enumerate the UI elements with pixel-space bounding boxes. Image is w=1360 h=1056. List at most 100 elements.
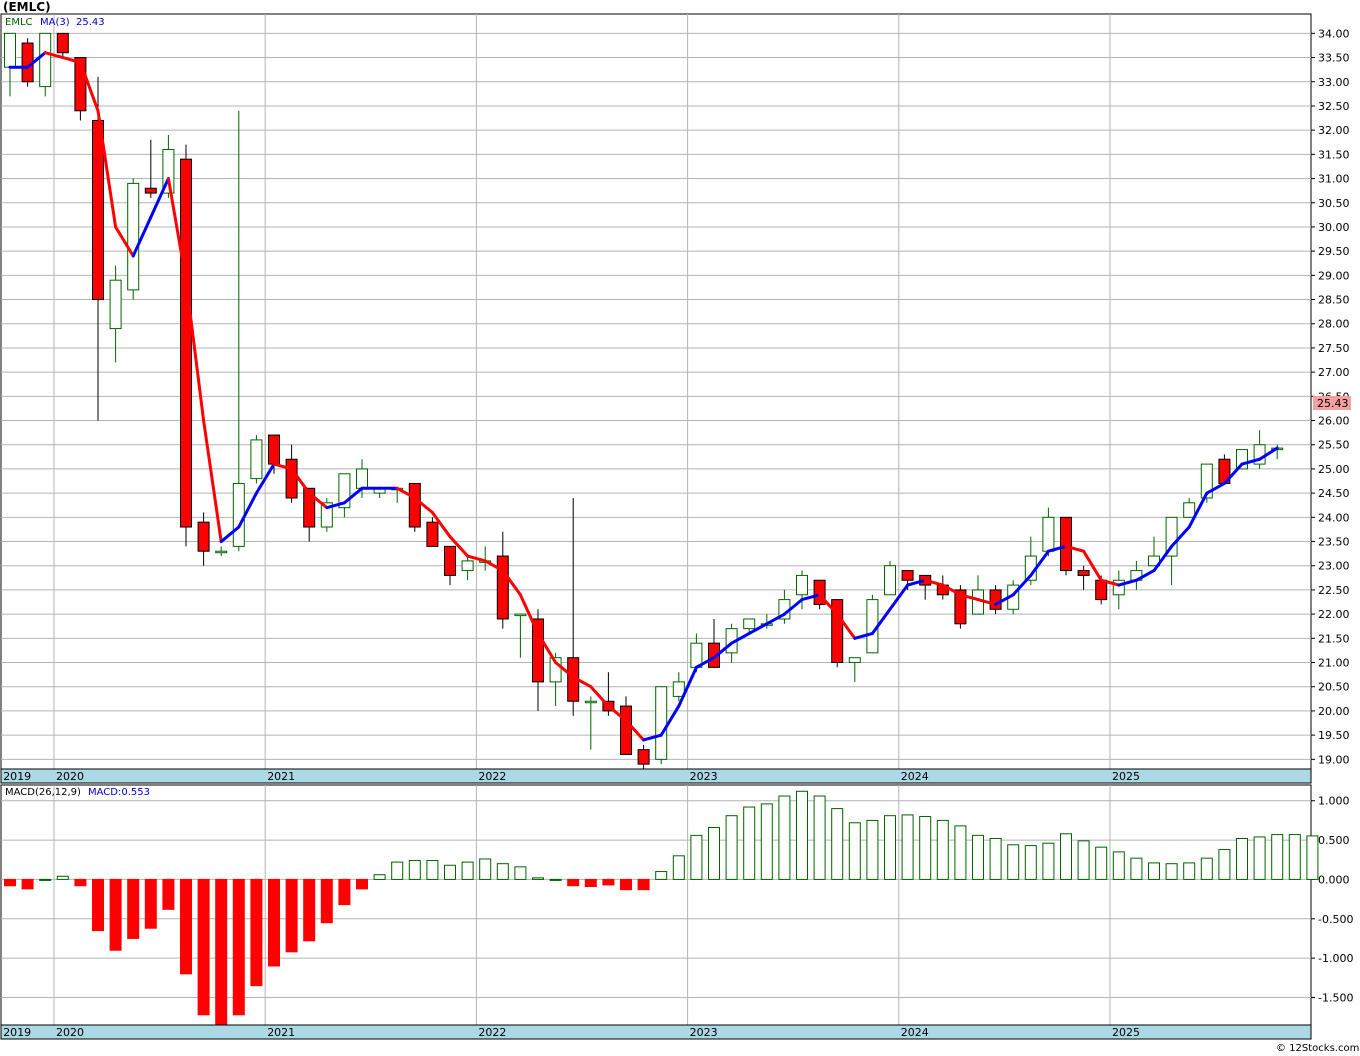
ma-segment <box>237 491 258 529</box>
ma-segment <box>518 593 540 635</box>
ma-segment <box>1205 481 1226 495</box>
candle-body <box>56 32 69 54</box>
ma-segment <box>1222 462 1244 485</box>
price-tick-label: 20.00 <box>1318 705 1350 718</box>
macd-bar <box>1236 838 1248 880</box>
macd-bar <box>426 860 439 880</box>
macd-bar <box>919 815 932 880</box>
last-price-tag-text: 25.43 <box>1317 397 1349 410</box>
year-label: 2024 <box>901 1026 929 1039</box>
macd-bar <box>1148 862 1160 880</box>
candles <box>4 32 1284 769</box>
price-axis: 19.00 19.50 20.00 20.50 21.00 21.50 22.00 22.50… <box>1311 27 1350 766</box>
candle-body <box>39 32 52 88</box>
candle-body <box>1060 516 1072 572</box>
price-tick-label: 26.00 <box>1318 415 1350 428</box>
ma-segment <box>61 56 82 64</box>
price-tick-label: 30.00 <box>1318 221 1350 234</box>
price-tick-label: 31.00 <box>1318 173 1350 186</box>
macd-bar <box>972 834 984 880</box>
macd-bar <box>760 803 773 880</box>
ma-segment <box>430 510 452 539</box>
macd-bar <box>1288 834 1301 880</box>
macd-bar <box>778 795 791 880</box>
price-panel: 19.00 19.50 20.00 20.50 21.00 21.50 22.00 22.50… <box>0 13 1351 770</box>
candle-body <box>655 686 668 760</box>
candle-body <box>989 589 1002 610</box>
macd-bar <box>1007 844 1020 880</box>
macd-bar <box>1200 857 1213 880</box>
macd-bar <box>127 878 140 939</box>
macd-bar <box>708 826 720 880</box>
year-label: 2020 <box>56 1026 84 1039</box>
macd-bar <box>1130 857 1143 880</box>
ma-segment <box>941 583 962 597</box>
macd-bar <box>831 808 844 880</box>
macd-bar <box>215 878 228 1030</box>
price-tick-label: 21.00 <box>1318 657 1350 670</box>
macd-bar <box>444 864 456 880</box>
candle-body <box>461 560 474 572</box>
candle-body <box>408 482 421 528</box>
candle-body <box>549 657 562 683</box>
year-label: 2025 <box>1112 770 1140 783</box>
ma-segment <box>290 467 311 495</box>
ma-segment <box>958 593 980 602</box>
macd-bar <box>567 878 580 887</box>
price-tick-label: 31.50 <box>1318 148 1350 161</box>
ma-segment <box>994 593 1015 606</box>
watermark: © 12Stocks.com <box>1276 1043 1359 1054</box>
last-price-tag: 25.43 <box>1313 396 1351 410</box>
macd-histogram <box>4 790 1319 1030</box>
candle-body <box>743 618 756 630</box>
ma-segment <box>976 598 998 606</box>
year-label: 2021 <box>267 1026 295 1039</box>
macd-tick-label: 0.000 <box>1318 873 1350 886</box>
candle-body <box>901 570 914 581</box>
macd-bar <box>672 855 685 880</box>
macd-bar <box>796 790 808 880</box>
price-tick-label: 23.50 <box>1318 536 1350 549</box>
macd-bar <box>725 815 738 880</box>
macd-bar <box>690 834 703 880</box>
macd-bar <box>655 871 668 880</box>
ma-segment <box>730 631 751 645</box>
ma-segment <box>923 578 945 587</box>
candle-body <box>1165 516 1178 557</box>
macd-bar <box>373 874 386 880</box>
ma-segment <box>1187 491 1209 529</box>
macd-bar <box>232 878 245 1016</box>
macd-value: MACD:0.553 <box>88 787 150 798</box>
macd-bar <box>1253 836 1266 880</box>
macd-panel: 1.000 0.500 0.000 -0.500 -1.000 -1.500 MACD(2… <box>0 784 1353 1030</box>
last-price-tag-bg <box>1313 396 1351 410</box>
macd-tick-label: 1.000 <box>1318 795 1350 808</box>
ma-segment <box>184 278 206 423</box>
macd-bar <box>637 878 650 891</box>
macd-bar <box>144 878 157 929</box>
ma-segment <box>114 225 135 258</box>
chart-title: (EMLC) <box>3 0 51 14</box>
macd-bar <box>197 878 210 1016</box>
ma-segment <box>536 631 558 665</box>
candle-body <box>180 158 192 528</box>
macd-bar <box>989 838 1002 880</box>
macd-bar <box>1095 846 1108 880</box>
macd-bar <box>549 878 562 881</box>
macd-bar <box>813 795 826 880</box>
legend-ma-value: 25.43 <box>76 17 105 28</box>
price-tick-label: 32.00 <box>1318 124 1350 137</box>
ma-segment <box>1258 446 1279 461</box>
ma-segment <box>1117 578 1138 587</box>
macd-bar <box>1271 834 1284 880</box>
ma-line <box>8 51 1279 742</box>
macd-bar <box>584 878 597 888</box>
ma-segment <box>1099 578 1121 587</box>
ma-segment <box>96 109 118 229</box>
candle-body <box>232 482 245 547</box>
price-grid <box>1 14 1311 769</box>
ma-segment <box>1064 544 1086 553</box>
ma-segment <box>1011 573 1033 597</box>
ma-segment <box>694 656 716 669</box>
macd-label: MACD(26,12,9) <box>5 787 81 798</box>
